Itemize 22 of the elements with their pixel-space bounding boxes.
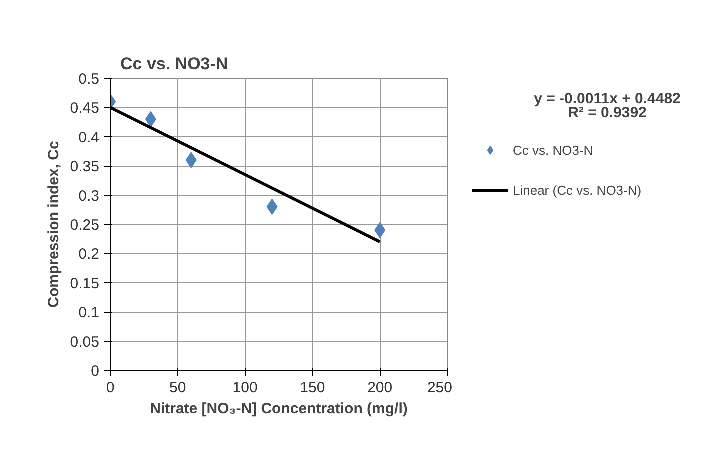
y-tick-label: 0.4: [78, 129, 100, 146]
y-tick-label: 0.05: [70, 334, 100, 351]
x-tick-label: 200: [368, 380, 393, 396]
y-tick-label: 0.15: [70, 275, 100, 292]
x-axis-title: Nitrate [NO₃-N] Concentration (mg/l): [150, 400, 408, 418]
x-tick-label: 250: [427, 380, 453, 396]
x-tick-label: 100: [232, 380, 258, 396]
chart-title: Cc vs. NO3-N: [120, 54, 228, 74]
x-tick-label: 0: [106, 380, 115, 396]
y-tick-label: 0.25: [70, 217, 100, 234]
y-tick-label: 0.35: [70, 158, 100, 176]
y-tick-label: 0.45: [70, 100, 100, 118]
y-axis-title: Compression index, Cc: [45, 141, 62, 308]
y-tick-label: 0.5: [78, 71, 100, 88]
x-tick-label: 150: [300, 380, 326, 396]
legend-label: Cc vs. NO3-N: [513, 142, 594, 158]
y-tick-label: 0.1: [78, 304, 100, 322]
y-tick-label: 0: [91, 363, 100, 380]
y-tick-label: 0.3: [78, 188, 100, 205]
legend-label: Linear (Cc vs. NO3-N): [513, 182, 642, 198]
y-tick-label: 0.2: [78, 246, 100, 264]
x-tick-label: 50: [170, 380, 186, 396]
